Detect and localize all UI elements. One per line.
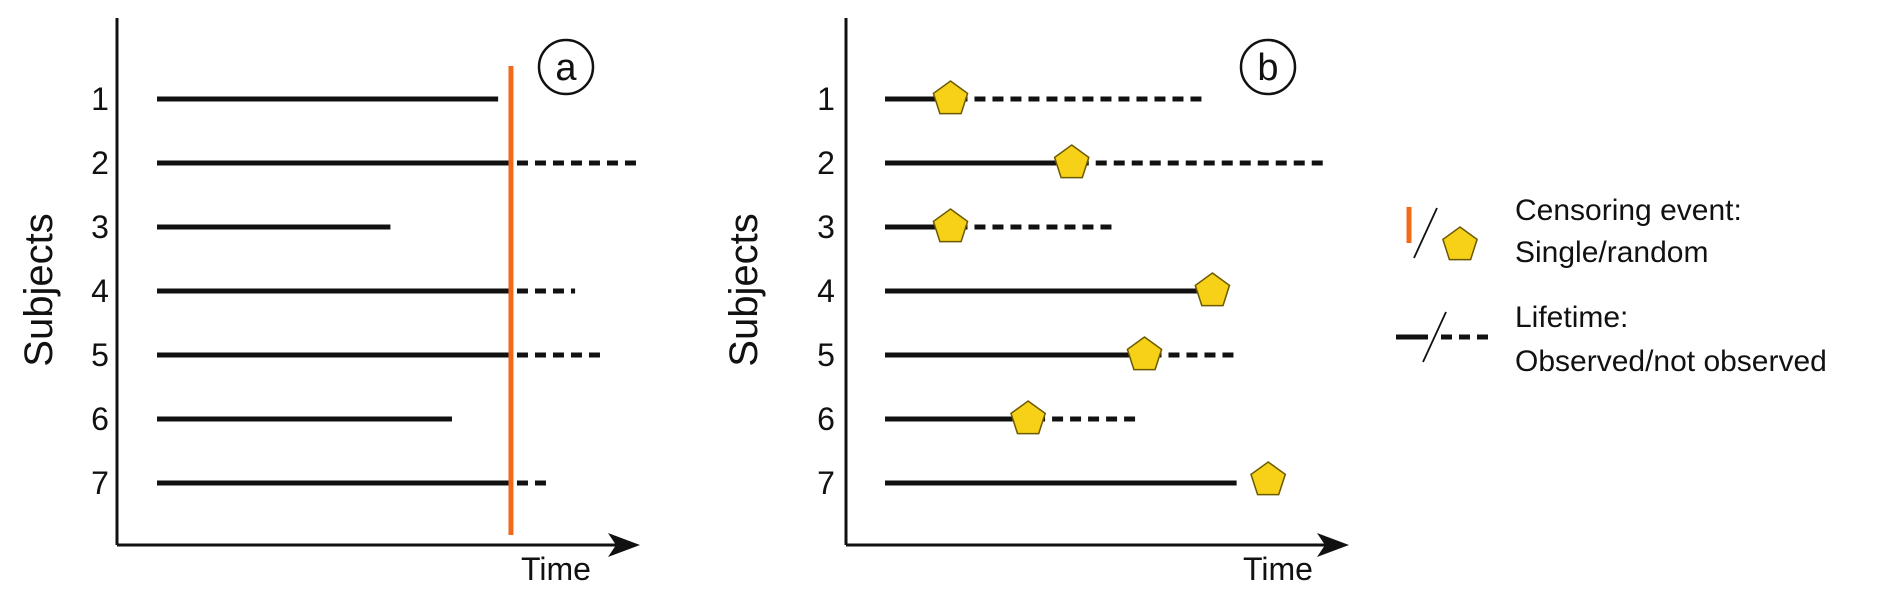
subject-label-3: 3 — [91, 209, 109, 245]
legend-censoring-title: Censoring event: — [1515, 194, 1742, 227]
pentagon-icon — [1010, 400, 1047, 435]
panel-a-x-arrow-icon — [608, 533, 640, 557]
panel-a-xlabel: Time — [521, 551, 591, 587]
subject-label-2: 2 — [91, 145, 109, 181]
panel-a-letter-circle — [537, 38, 595, 96]
pentagon-icon — [1194, 272, 1231, 307]
legend-lifetime-desc: Observed/not observed — [1515, 345, 1827, 378]
panel-b-x-arrow-icon — [1317, 533, 1349, 557]
subject-label-5: 5 — [91, 337, 109, 373]
panel-a: Subjects Time a 1 2 3 4 5 6 7 — [17, 18, 640, 587]
pentagon-icon — [1442, 226, 1478, 261]
subject-label-7: 7 — [91, 465, 109, 501]
panel-b-ylabel: Subjects — [722, 213, 766, 366]
subject-label-2: 2 — [817, 145, 835, 181]
slash-icon — [1422, 311, 1447, 363]
subject-label-1: 1 — [817, 81, 835, 117]
panel-b: Subjects Time b 1 2 3 4 5 6 7 — [722, 18, 1349, 587]
panel-b-rows: 1 2 3 4 5 6 7 — [817, 80, 1324, 501]
panel-b-letter: b — [1257, 47, 1278, 89]
panel-a-letter: a — [555, 47, 577, 89]
legend-lifetime-title: Lifetime: — [1515, 301, 1628, 334]
subject-label-6: 6 — [817, 401, 835, 437]
subject-label-4: 4 — [817, 273, 835, 309]
panel-b-letter-circle — [1239, 38, 1297, 96]
subject-label-4: 4 — [91, 273, 109, 309]
panel-a-rows: 1 2 3 4 5 6 7 — [91, 81, 640, 501]
subject-label-3: 3 — [817, 209, 835, 245]
pentagon-icon — [932, 80, 969, 115]
slash-icon — [1413, 207, 1438, 259]
panel-b-xlabel: Time — [1243, 551, 1313, 587]
pentagon-icon — [1126, 336, 1163, 371]
pentagon-icon — [1250, 461, 1287, 496]
pentagon-icon — [932, 208, 969, 243]
panel-a-ylabel: Subjects — [17, 213, 61, 366]
subject-label-1: 1 — [91, 81, 109, 117]
subject-label-5: 5 — [817, 337, 835, 373]
pentagon-icon — [1053, 144, 1090, 179]
subject-label-7: 7 — [817, 465, 835, 501]
legend-censoring-desc: Single/random — [1515, 236, 1708, 269]
subject-label-6: 6 — [91, 401, 109, 437]
legend: Censoring event: Single/random Lifetime:… — [1396, 194, 1827, 378]
